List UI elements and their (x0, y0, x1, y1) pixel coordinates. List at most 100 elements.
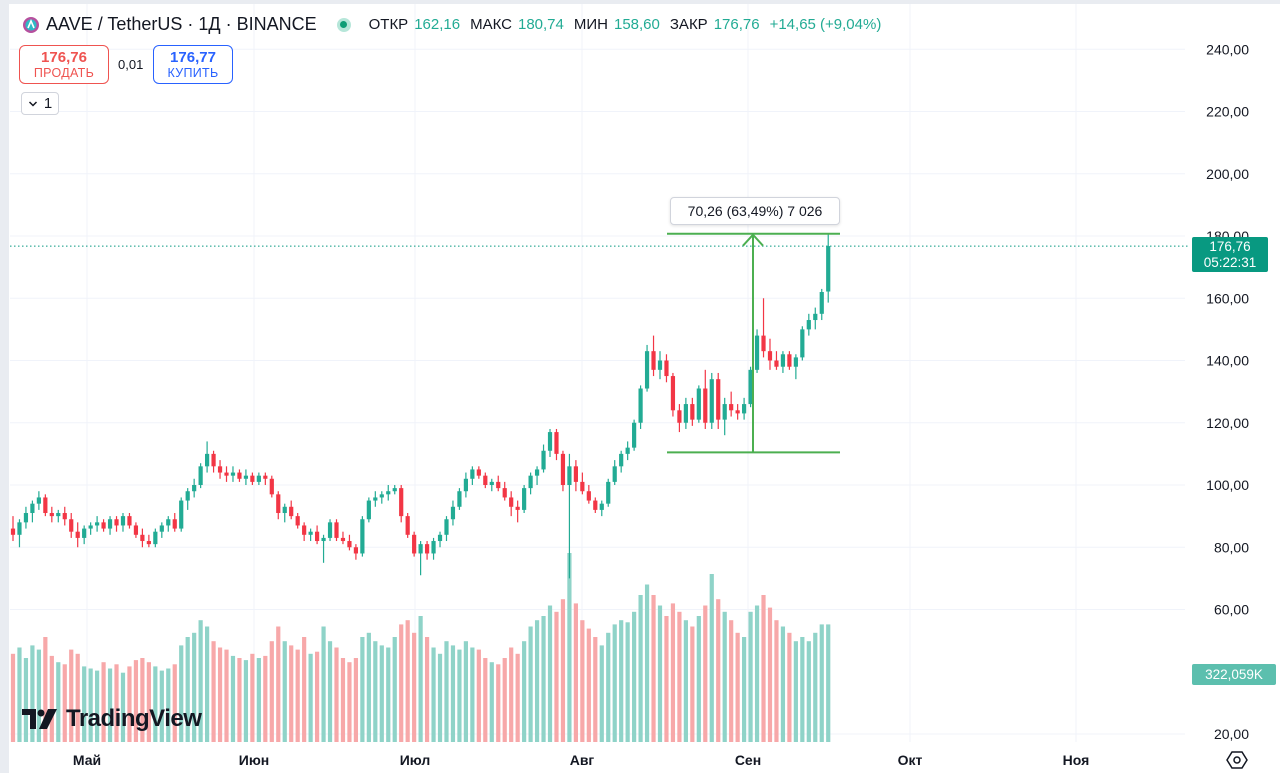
volume-bar (269, 641, 274, 742)
candle-body (742, 404, 747, 414)
candle-body (101, 522, 106, 529)
candle-body (302, 525, 307, 535)
volume-bar (205, 626, 210, 742)
candle-body (586, 491, 591, 501)
volume-bar (263, 655, 268, 742)
volume-bar (496, 664, 501, 742)
candle-body (476, 469, 481, 476)
candle-body (612, 466, 617, 482)
sell-label: ПРОДАТЬ (33, 66, 95, 80)
tradingview-logo[interactable]: TradingView (22, 705, 202, 733)
volume-bar (722, 611, 727, 742)
chart-settings-icon[interactable] (1226, 750, 1248, 770)
candle-body (625, 447, 630, 454)
volume-bar (69, 649, 74, 742)
candle-body (23, 513, 29, 523)
candle-body (327, 522, 333, 538)
candle-body (754, 335, 760, 370)
time-tick-label: Май (73, 752, 101, 768)
candle-body (185, 491, 190, 501)
volume-bar (347, 662, 352, 742)
volume-bar (431, 647, 436, 742)
candle-body (373, 497, 378, 501)
symbol-title[interactable]: AAVE / TetherUS · 1Д · BINANCE (46, 14, 317, 34)
volume-bar (677, 611, 682, 742)
candle-body (774, 360, 779, 367)
candle-body (735, 410, 740, 414)
candle-body (217, 466, 223, 473)
chevron-down-icon (28, 100, 37, 107)
volume-bar (399, 624, 404, 742)
volume-bar (774, 620, 779, 742)
buy-button[interactable]: 176,77 КУПИТЬ (153, 45, 233, 84)
candle-body (826, 246, 831, 292)
volume-bar (166, 668, 171, 742)
sell-price: 176,76 (41, 49, 87, 66)
candle-body (243, 475, 249, 479)
volume-bar (683, 620, 688, 742)
volume-bar (754, 605, 760, 742)
volume-bar (800, 637, 805, 742)
candle-body (146, 541, 151, 545)
candle-body (761, 335, 766, 352)
candle-body (30, 503, 35, 514)
volume-bar (502, 658, 507, 742)
candle-body (314, 531, 320, 542)
volume-bar (198, 620, 203, 742)
candle-body (489, 481, 494, 485)
candle-body (107, 519, 113, 529)
volume-bar (295, 649, 300, 742)
volume-bar (729, 620, 734, 742)
volume-bar (153, 666, 158, 742)
volume-bar (806, 641, 811, 742)
candle-body (276, 494, 281, 514)
volume-bar (450, 645, 456, 742)
volume-bar (56, 662, 61, 742)
volume-bar (463, 641, 468, 742)
price-axis[interactable]: 240,00220,00200,00180,00160,00140,00120,… (1206, 41, 1249, 742)
candle-body (153, 531, 158, 545)
ohlc-change: +14,65 (+9,04%) (769, 16, 882, 33)
candle-body (567, 466, 572, 485)
candle-body (379, 494, 384, 498)
candle-body (437, 534, 443, 542)
candle-body (722, 404, 727, 420)
volume-bar (23, 658, 29, 742)
candle-body (470, 469, 475, 479)
candle-body (399, 488, 404, 517)
price-tick-label: 120,00 (1206, 415, 1249, 431)
candle-body (580, 481, 585, 492)
candle-body (386, 491, 391, 495)
price-tick-label: 20,00 (1214, 726, 1249, 742)
sell-button[interactable]: 176,76 ПРОДАТЬ (19, 45, 109, 84)
candle-body (10, 528, 16, 535)
candle-body (657, 360, 663, 370)
candle-body (541, 450, 546, 470)
volume-bar (625, 622, 630, 742)
candle-body (56, 513, 61, 517)
measure-tool[interactable] (667, 232, 840, 454)
volume-bar (243, 660, 249, 742)
candle-body (496, 481, 501, 489)
candle-body (159, 525, 164, 532)
candle-body (560, 453, 566, 485)
candle-body (321, 537, 326, 542)
candle-body (683, 404, 688, 423)
last-price-value: 176,76 (1209, 238, 1251, 254)
time-tick-label: Июн (239, 752, 269, 768)
candle-body (644, 351, 650, 389)
candle-body (392, 488, 397, 492)
candle-body (140, 534, 145, 542)
volume-bar (690, 626, 695, 742)
price-tick-label: 160,00 (1206, 290, 1249, 306)
time-axis[interactable]: Май Июн Июл Авг Сен Окт Ноя (73, 752, 1089, 768)
candle-body (638, 388, 643, 423)
volume-bar (353, 658, 359, 742)
volume-bar (373, 641, 378, 742)
volume-bar (185, 637, 190, 742)
volume-bar (127, 666, 132, 742)
volume-bar (36, 649, 41, 742)
volume-bar (522, 641, 527, 742)
indicators-toggle-button[interactable]: 1 (21, 92, 59, 115)
